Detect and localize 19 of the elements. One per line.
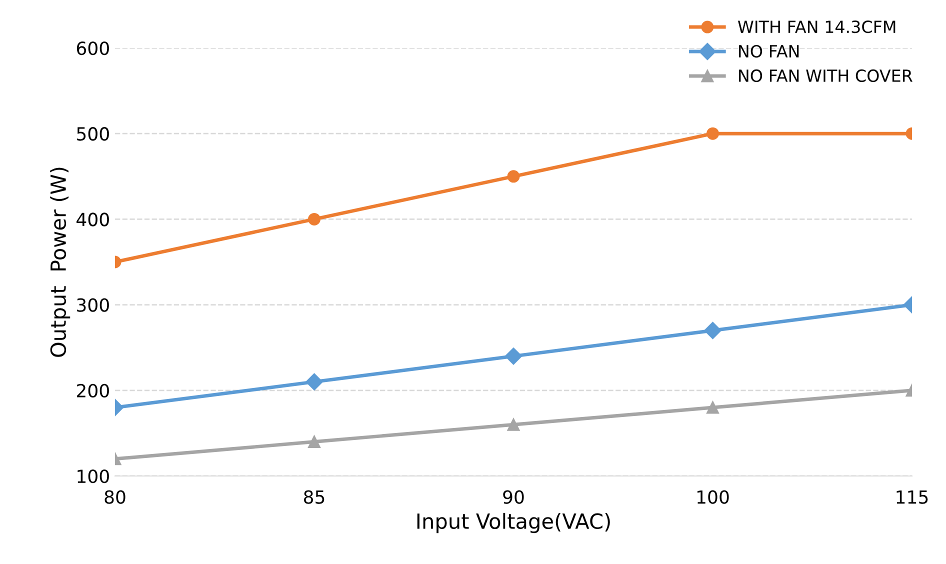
x-tick-label: 85 <box>304 490 324 504</box>
point <box>504 348 522 365</box>
legend-label: WITH FAN 14.3CFM <box>738 20 896 34</box>
x-tick-label: 90 <box>503 490 524 504</box>
legend-label: NO FAN WITH COVER <box>739 69 912 82</box>
x-tick-label: 100 <box>698 490 729 504</box>
y-tick-label: 200 <box>77 384 109 398</box>
y-tick-label: 500 <box>77 127 109 141</box>
legend-label: NO FAN <box>739 44 799 58</box>
x-axis-title: Input Voltage(VAC) <box>417 512 610 534</box>
point <box>507 170 520 183</box>
point <box>507 418 520 431</box>
y-tick-label: 400 <box>76 212 109 226</box>
x-tick-label: 115 <box>896 490 928 504</box>
y-axis-title: Output Power (W) <box>50 168 70 357</box>
x-tick-label: 80 <box>104 490 126 504</box>
y-tick-label: 100 <box>78 469 109 484</box>
y-tick-label: 600 <box>76 41 109 56</box>
y-tick-label: 300 <box>77 298 109 312</box>
